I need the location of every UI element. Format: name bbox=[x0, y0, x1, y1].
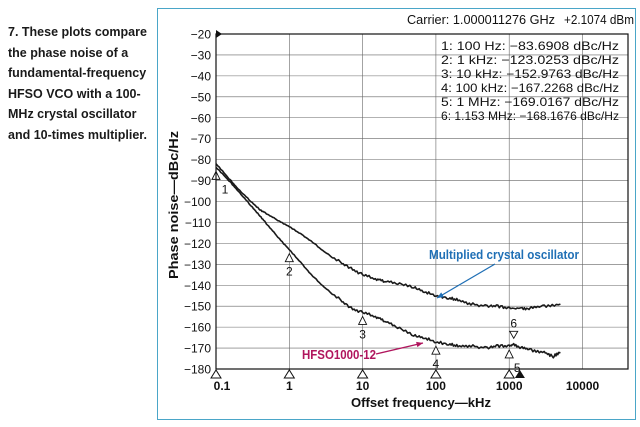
hfso-arrow-head bbox=[416, 341, 423, 348]
marker-table-row: 3: 10 kHz: −152.9763 dBc/Hz bbox=[441, 67, 619, 81]
y-tick-label: −90 bbox=[191, 174, 212, 188]
x-tick-label: 1 bbox=[286, 379, 293, 393]
y-tick-label: −50 bbox=[191, 90, 212, 104]
marker-triangle bbox=[284, 252, 295, 263]
marker-triangle bbox=[504, 348, 514, 359]
x-tick-marker bbox=[429, 369, 442, 379]
x-tick-marker bbox=[356, 369, 369, 379]
y-tick-label: −180 bbox=[184, 363, 211, 377]
marker-label: 4 bbox=[433, 357, 440, 371]
y-axis-tick-labels: −20 −30 −40 −50 −60 −70 −80 −90 −100 −110 −120 −130… bbox=[184, 28, 211, 377]
y-tick-label: −60 bbox=[191, 111, 212, 125]
series-line bbox=[215, 163, 561, 311]
hfso-arrow bbox=[375, 342, 424, 355]
y-tick-label: −40 bbox=[191, 69, 212, 83]
y-tick-label: −130 bbox=[184, 258, 211, 272]
x-tick-marker bbox=[283, 369, 296, 379]
marker-table-row: 5: 1 MHz: −169.0167 dBc/Hz bbox=[441, 95, 619, 109]
marker-label: 5 bbox=[514, 361, 521, 375]
y-tick-label: −80 bbox=[191, 153, 212, 167]
reference-level-marker bbox=[514, 370, 525, 378]
y-tick-label: −20 bbox=[191, 28, 212, 42]
grid-lines bbox=[216, 34, 628, 369]
marker-label: 6 bbox=[510, 316, 517, 330]
annotation-arrows bbox=[375, 263, 496, 355]
marker-table: 1: 100 Hz: −83.6908 dBc/Hz2: 1 kHz: −123… bbox=[441, 39, 619, 123]
x-tick-label: 1000 bbox=[496, 379, 523, 393]
x-tick-label: 100 bbox=[426, 379, 446, 393]
multiplied-arrow-head bbox=[437, 292, 444, 298]
y-tick-label: −160 bbox=[184, 321, 211, 335]
marker-label: 3 bbox=[359, 327, 366, 341]
y-tick-label: −30 bbox=[191, 48, 212, 62]
carrier-label: Carrier: 1.000011276 GHz bbox=[407, 13, 555, 27]
plot-axes bbox=[215, 30, 629, 370]
y-tick-label: −110 bbox=[185, 216, 211, 230]
marker-triangle bbox=[431, 345, 441, 355]
marker-triangle bbox=[357, 315, 368, 325]
marker-points: 1 2 3 4 5 6 bbox=[211, 170, 521, 375]
series-lines bbox=[215, 163, 561, 359]
ref-level-arrow bbox=[216, 30, 222, 38]
y-tick-label: −170 bbox=[184, 342, 211, 356]
multiplied-arrow bbox=[436, 263, 496, 299]
y-tick-label: −150 bbox=[184, 300, 211, 314]
y-axis-label: Phase noise—dBc/Hz bbox=[167, 131, 181, 279]
marker-table-row: 6: 1.153 MHz: −168.1676 dBc/Hz bbox=[441, 109, 619, 123]
chart-frame bbox=[157, 8, 636, 420]
marker-table-row: 1: 100 Hz: −83.6908 dBc/Hz bbox=[441, 39, 619, 53]
x-tick-label: 0.1 bbox=[214, 379, 231, 393]
marker-table-row: 2: 1 kHz: −123.0253 dBc/Hz bbox=[441, 53, 619, 67]
x-tick-marker bbox=[503, 369, 516, 379]
y-tick-label: −120 bbox=[184, 237, 211, 251]
annotation-multiplied-crystal-oscillator: Multiplied crystal oscillator bbox=[429, 248, 579, 262]
marker-table-row: 4: 100 kHz: −167.2268 dBc/Hz bbox=[441, 81, 619, 95]
plot-border bbox=[215, 33, 629, 370]
x-tick-marker bbox=[210, 369, 222, 379]
y-tick-label: −70 bbox=[191, 132, 212, 146]
y-tick-label: −100 bbox=[184, 195, 211, 209]
carrier-power: +2.1074 dBm bbox=[564, 13, 634, 27]
x-axis-tick-labels: 0.1 1 10 100 1000 10000 bbox=[210, 369, 600, 393]
marker-label: 1 bbox=[222, 182, 229, 196]
marker-label: 2 bbox=[286, 265, 293, 279]
figure-caption: 7. These plots compare the phase noise o… bbox=[8, 25, 147, 142]
series-line bbox=[215, 166, 561, 359]
y-tick-label: −140 bbox=[184, 279, 211, 293]
marker-triangle bbox=[508, 330, 519, 340]
x-tick-label: 10 bbox=[356, 379, 370, 393]
annotation-hfso1000-12: HFSO1000-12 bbox=[302, 348, 376, 362]
x-axis-label: Offset frequency—kHz bbox=[351, 396, 491, 410]
x-tick-label: 10000 bbox=[566, 379, 600, 393]
